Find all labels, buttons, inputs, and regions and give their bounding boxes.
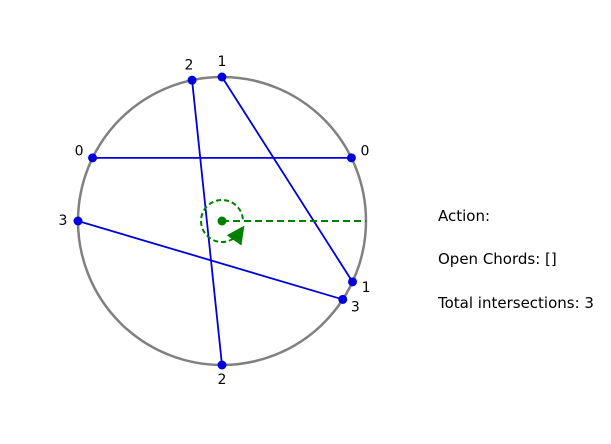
endpoint-label-6: 1: [362, 280, 371, 296]
chord-line-1: [191, 80, 223, 366]
endpoint-dot-4: [217, 360, 227, 370]
endpoint-dot-0: [217, 72, 227, 82]
action-text: Action:: [438, 207, 491, 225]
rotation-arrow-icon: [200, 199, 245, 246]
center-dot: [217, 216, 227, 226]
endpoint-label-2: 0: [75, 143, 84, 159]
endpoint-dot-1: [187, 75, 197, 85]
endpoint-label-1: 2: [184, 57, 193, 73]
endpoint-label-3: 3: [59, 213, 68, 229]
endpoint-label-4: 2: [218, 372, 227, 388]
endpoint-dot-5: [338, 294, 348, 304]
endpoint-label-0: 1: [218, 54, 227, 70]
endpoint-dot-2: [88, 153, 98, 163]
endpoint-dot-6: [348, 277, 358, 287]
chord-line-0: [221, 76, 354, 283]
chord-line-3: [77, 220, 344, 301]
endpoint-label-5: 3: [351, 300, 360, 316]
open-chords-text: Open Chords: []: [438, 250, 557, 268]
endpoint-dot-7: [346, 153, 356, 163]
endpoint-dot-3: [73, 216, 83, 226]
total-intersections-text: Total intersections: 3: [438, 294, 594, 312]
chords-layer: [77, 76, 354, 366]
endpoint-label-7: 0: [360, 143, 369, 159]
